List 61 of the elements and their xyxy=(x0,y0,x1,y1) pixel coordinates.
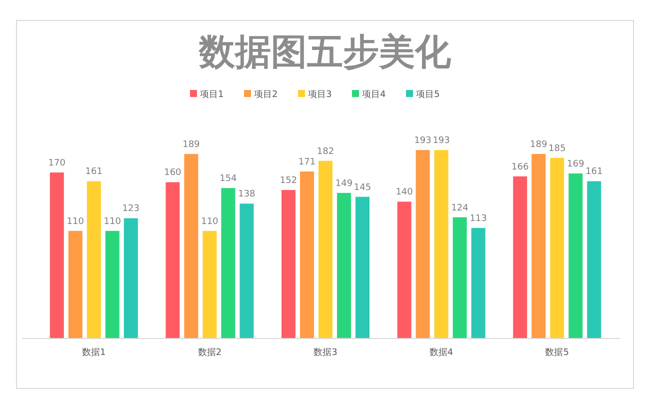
legend-label: 项目4 xyxy=(362,90,386,100)
bar xyxy=(184,154,198,338)
bar xyxy=(300,171,314,338)
data-label: 123 xyxy=(122,204,140,214)
data-label: 154 xyxy=(220,174,238,184)
bar xyxy=(434,150,448,338)
data-label: 152 xyxy=(280,176,298,186)
data-label: 110 xyxy=(66,216,84,227)
bar xyxy=(282,190,296,338)
bar xyxy=(550,158,564,338)
legend-label: 项目3 xyxy=(308,90,332,100)
x-tick-label: 数据2 xyxy=(198,347,222,358)
legend-label: 项目1 xyxy=(200,90,224,100)
data-label: 171 xyxy=(298,157,316,168)
bar xyxy=(221,188,236,338)
data-label: 169 xyxy=(567,159,584,170)
bar xyxy=(513,176,528,338)
bar xyxy=(416,150,430,338)
data-label: 185 xyxy=(548,144,566,154)
bar xyxy=(166,182,180,338)
bar xyxy=(50,172,64,338)
data-label: 189 xyxy=(530,140,548,150)
data-label: 140 xyxy=(396,188,414,198)
bar xyxy=(240,204,254,338)
bar xyxy=(356,196,370,338)
bar xyxy=(318,160,332,338)
data-label: 166 xyxy=(512,162,529,172)
data-label: 149 xyxy=(335,178,353,189)
legend-label: 项目5 xyxy=(416,90,440,100)
bar xyxy=(86,181,101,338)
data-label: 124 xyxy=(451,203,469,214)
chart-title: 数据图五步美化 xyxy=(198,32,452,73)
data-label: 170 xyxy=(48,158,66,168)
data-label: 161 xyxy=(85,167,102,178)
data-label: 193 xyxy=(432,136,450,146)
bar xyxy=(124,218,138,338)
data-label: 189 xyxy=(182,140,200,150)
x-tick-label: 数据3 xyxy=(314,347,338,358)
bar xyxy=(452,217,467,338)
data-label: 145 xyxy=(354,182,372,193)
legend-label: 项目2 xyxy=(254,90,278,100)
bar xyxy=(471,228,486,338)
x-tick-label: 数据4 xyxy=(429,347,454,358)
data-label: 161 xyxy=(586,167,603,178)
bar xyxy=(587,181,602,338)
bar xyxy=(105,230,120,338)
bar xyxy=(532,154,546,338)
data-label: 182 xyxy=(316,146,334,157)
bar xyxy=(68,230,82,338)
x-tick-label: 数据1 xyxy=(82,347,106,358)
data-label: 113 xyxy=(470,214,487,224)
data-label: 110 xyxy=(104,216,122,227)
bar xyxy=(568,173,583,338)
data-label: 138 xyxy=(238,190,256,200)
data-label: 193 xyxy=(414,136,432,146)
bar xyxy=(202,230,217,338)
data-label: 110 xyxy=(201,216,219,227)
data-label: 160 xyxy=(164,168,182,178)
bar xyxy=(337,192,351,338)
x-tick-label: 数据5 xyxy=(545,347,569,358)
bar xyxy=(397,202,412,338)
